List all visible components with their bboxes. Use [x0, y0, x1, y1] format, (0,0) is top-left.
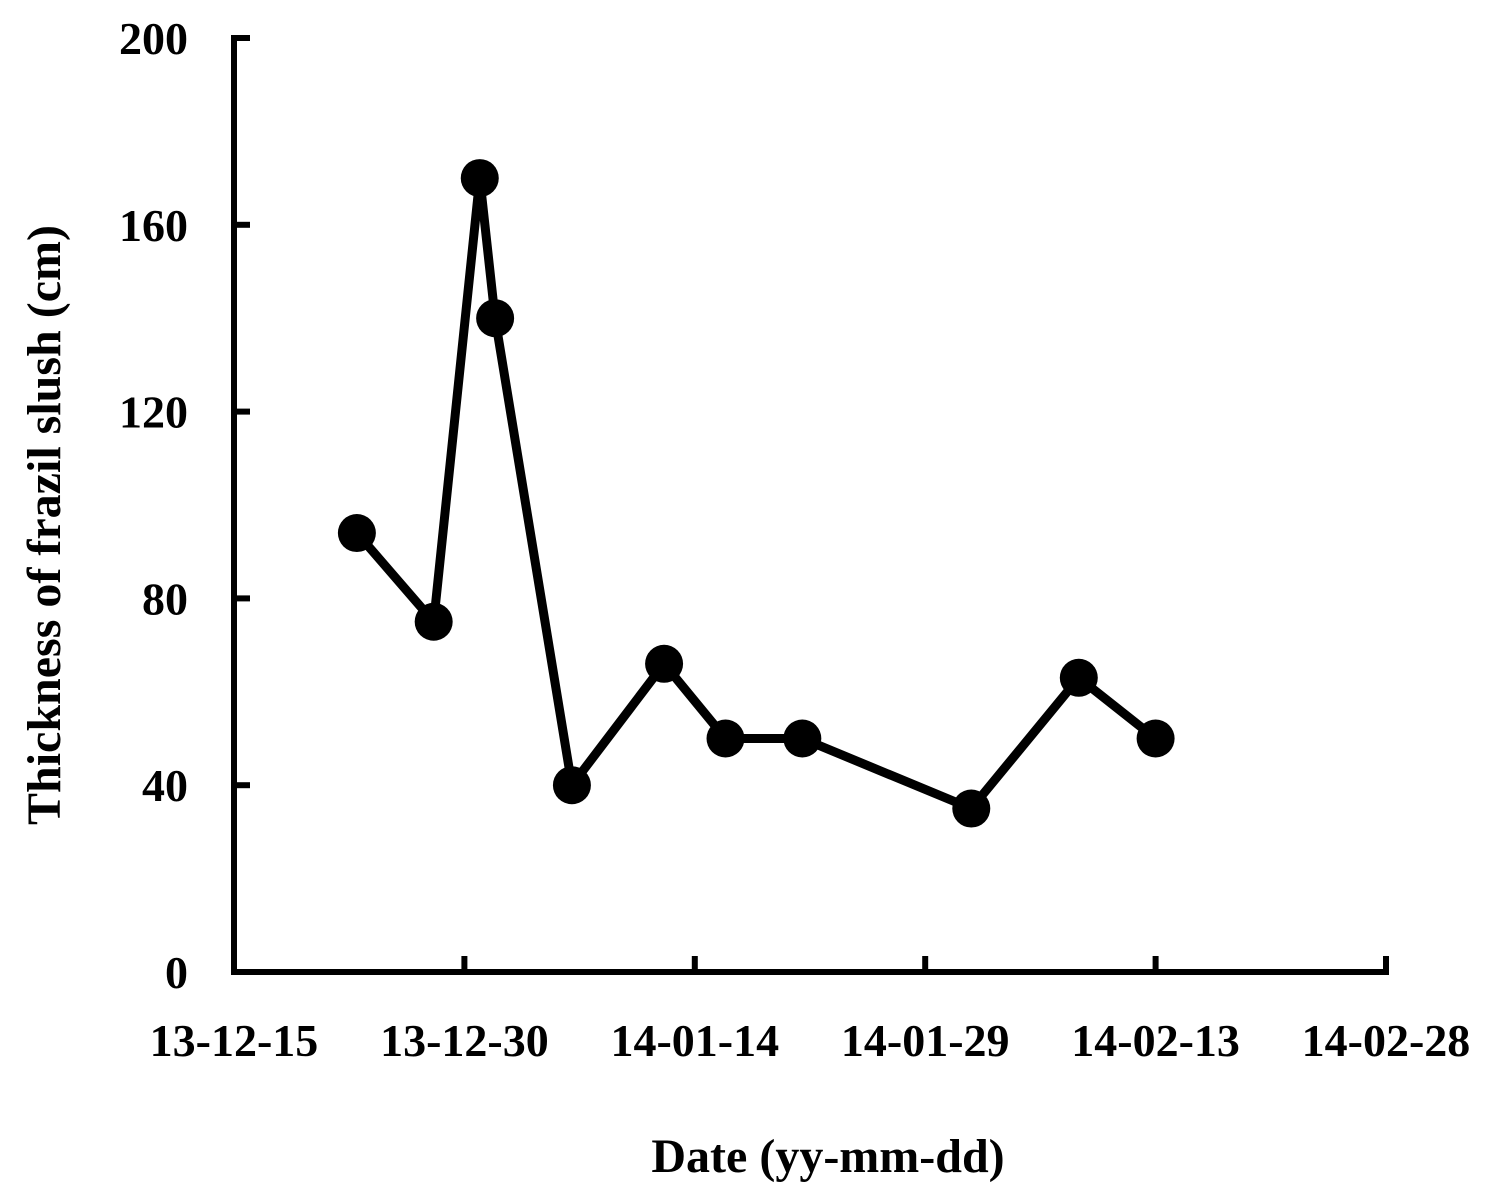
x-tick-label: 14-02-28 [1302, 1015, 1471, 1066]
labels-layer: Date (yy-mm-dd) Thickness of frazil slus… [18, 13, 1470, 1183]
x-axis-title: Date (yy-mm-dd) [651, 1130, 1004, 1183]
x-tick-label: 14-02-13 [1071, 1015, 1240, 1066]
data-point [952, 789, 991, 828]
y-tick-label: 80 [142, 573, 188, 624]
axes [231, 35, 1389, 975]
x-tick-label: 13-12-15 [150, 1015, 319, 1066]
data-point [1136, 719, 1175, 758]
y-tick-label: 0 [165, 947, 188, 998]
data-point [337, 514, 376, 553]
data-point [414, 602, 453, 641]
y-tick-label: 160 [119, 200, 188, 251]
data-point [783, 719, 822, 758]
series-line [353, 177, 1159, 814]
data-point [645, 644, 684, 683]
x-tick-label: 14-01-14 [610, 1015, 779, 1066]
x-tick-label: 14-01-29 [841, 1015, 1010, 1066]
data-point [460, 159, 499, 198]
data-point [1059, 658, 1098, 697]
y-tick-label: 200 [119, 13, 188, 64]
y-tick-label: 40 [142, 760, 188, 811]
series-layer [337, 159, 1175, 828]
data-point [706, 719, 745, 758]
data-point [476, 299, 515, 338]
data-point [552, 766, 591, 805]
x-tick-label: 13-12-30 [380, 1015, 549, 1066]
y-tick-label: 120 [119, 387, 188, 438]
y-axis-title: Thickness of frazil slush (cm) [18, 225, 71, 825]
